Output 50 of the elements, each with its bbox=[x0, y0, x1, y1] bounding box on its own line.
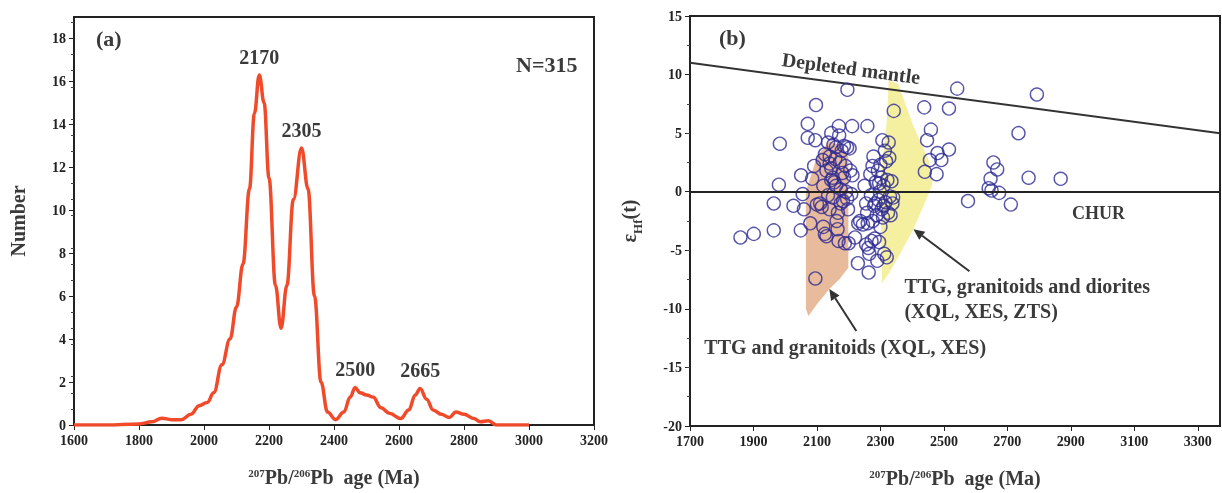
x-tick-label: 2000 bbox=[190, 432, 218, 448]
y-tick-label: 0 bbox=[675, 184, 682, 200]
y-tick-label: 2 bbox=[59, 374, 66, 390]
y-tick-label: 16 bbox=[52, 73, 66, 89]
annotation: (b) bbox=[719, 24, 746, 50]
x-tick-label: 2500 bbox=[929, 433, 958, 449]
x-tick-label: 3300 bbox=[1183, 433, 1212, 449]
annotation: 2170 bbox=[239, 45, 280, 68]
y-tick-label: 5 bbox=[675, 125, 682, 141]
x-tick-label: 2800 bbox=[450, 432, 478, 448]
y-tick-label: 6 bbox=[59, 288, 66, 304]
y-tick-label: 4 bbox=[59, 331, 66, 347]
x-tick-label: 2300 bbox=[866, 433, 895, 449]
x-tick-label: 1800 bbox=[125, 432, 153, 448]
x-tick-label: 1700 bbox=[676, 433, 704, 449]
y-tick-label: 10 bbox=[52, 202, 66, 218]
annotation: TTG, granitoids and diorites (XQL, XES, ZTS) bbox=[904, 274, 1151, 323]
y-tick-label: -15 bbox=[663, 359, 682, 375]
y-tick-label: 14 bbox=[52, 116, 66, 132]
x-tick-label: 2200 bbox=[255, 432, 283, 448]
line-series bbox=[72, 73, 531, 427]
x-tick-label: 2100 bbox=[802, 433, 831, 449]
x-tick-label: 2700 bbox=[993, 433, 1022, 449]
x-tick-label: 2900 bbox=[1056, 433, 1085, 449]
y-tick-label: 12 bbox=[52, 159, 66, 175]
annotation: 2305 bbox=[281, 118, 322, 141]
x-tick-label: 3200 bbox=[580, 432, 608, 448]
y-axis-title: εHf(t) bbox=[618, 199, 645, 243]
annotation: 2500 bbox=[335, 358, 376, 381]
x-tick-label: 2400 bbox=[320, 432, 348, 448]
annotation: N=315 bbox=[516, 51, 578, 77]
x-tick-label: 3100 bbox=[1120, 433, 1149, 449]
y-tick-label: 8 bbox=[59, 245, 66, 261]
y-axis-title: Number bbox=[7, 185, 29, 257]
y-tick-label: 10 bbox=[668, 67, 682, 83]
x-tick-label: 1900 bbox=[739, 433, 768, 449]
ref-line-label: CHUR bbox=[1072, 202, 1126, 223]
x-tick-label: 3000 bbox=[515, 432, 543, 448]
x-tick-label: 2600 bbox=[385, 432, 413, 448]
text: Depleted mantle bbox=[780, 48, 922, 90]
annotation: 2665 bbox=[400, 359, 441, 382]
annotation: (a) bbox=[96, 25, 122, 51]
y-tick-label: 15 bbox=[668, 8, 682, 24]
y-tick-label: 18 bbox=[52, 30, 66, 46]
y-tick-label: -20 bbox=[663, 418, 682, 434]
y-tick-label: -10 bbox=[663, 301, 682, 317]
y-tick-label: -5 bbox=[670, 242, 682, 258]
annotation: TTG and granitoids (XQL, XES) bbox=[704, 336, 987, 360]
x-tick-label: 1600 bbox=[60, 432, 88, 448]
y-tick-label: 0 bbox=[59, 417, 66, 433]
